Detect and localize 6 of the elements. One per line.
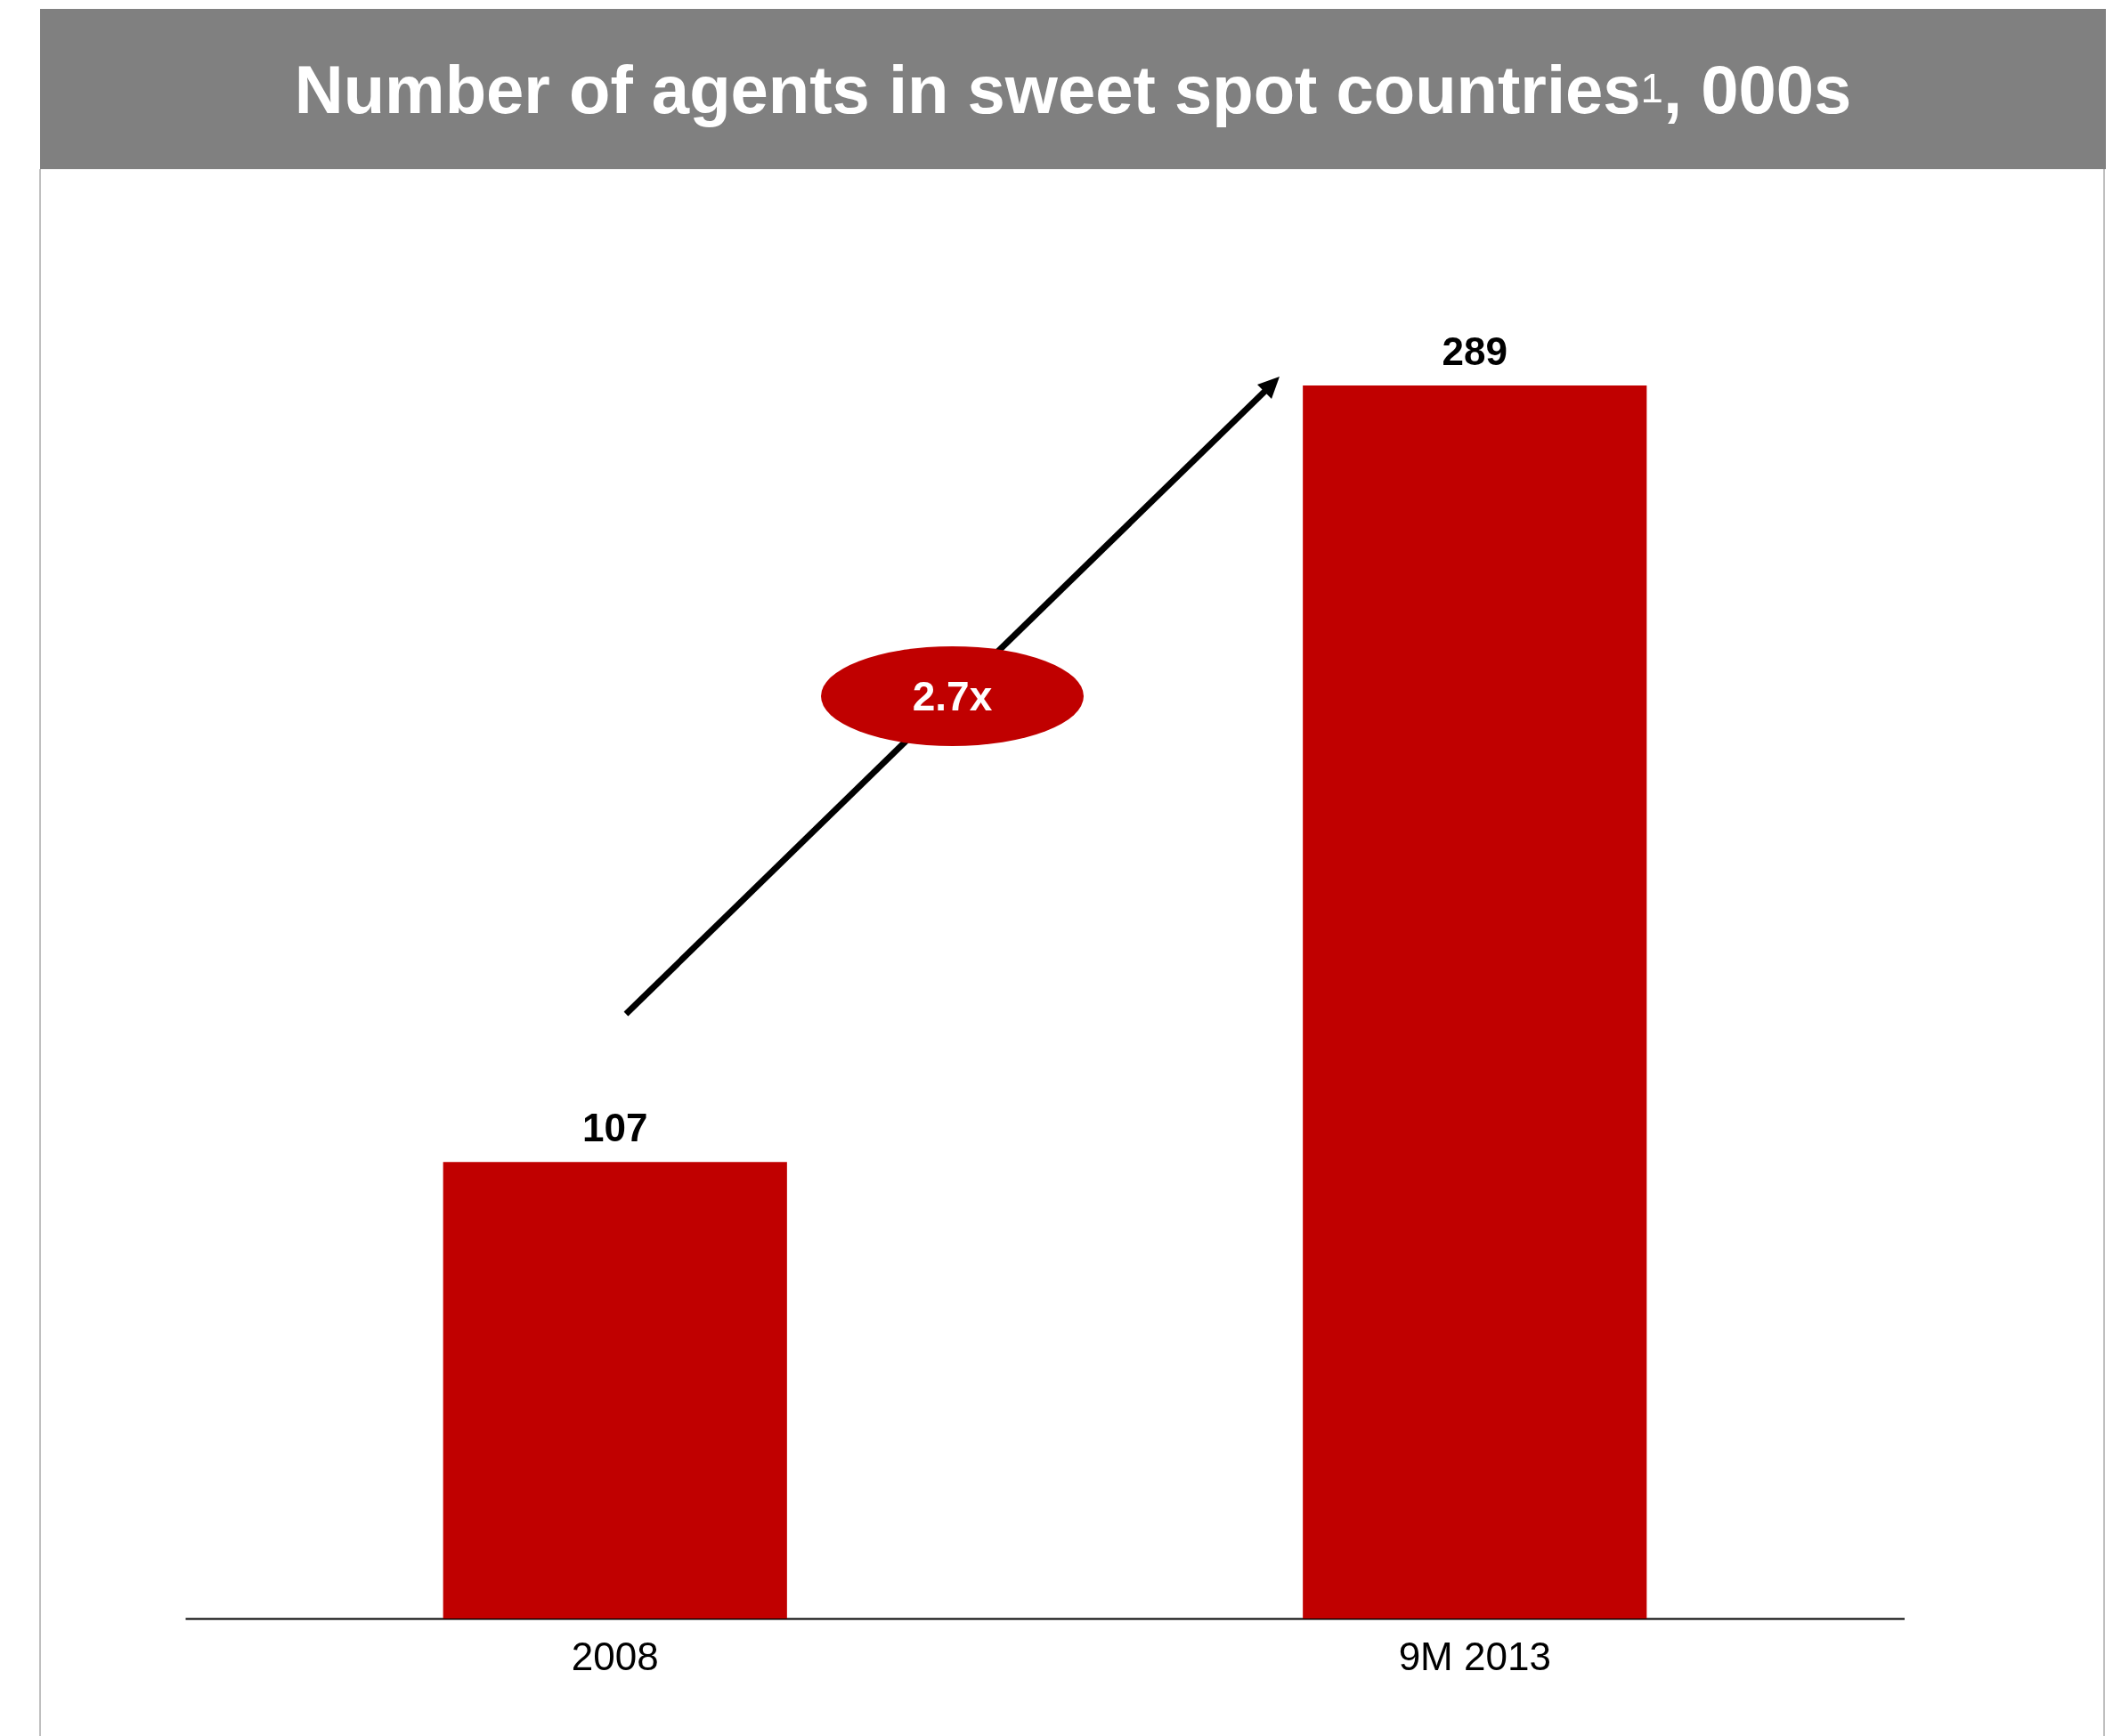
annotation: 2.7x (912, 672, 993, 720)
x-tick-label: 9M 2013 (1398, 1634, 1551, 1678)
data-label: 289 (1442, 329, 1507, 373)
chart-title: Number of agents in sweet spot countries$^{1}$, 000s (40, 9, 2106, 169)
x-tick-label: 2008 (571, 1634, 659, 1678)
data-label: 107 (582, 1106, 648, 1150)
